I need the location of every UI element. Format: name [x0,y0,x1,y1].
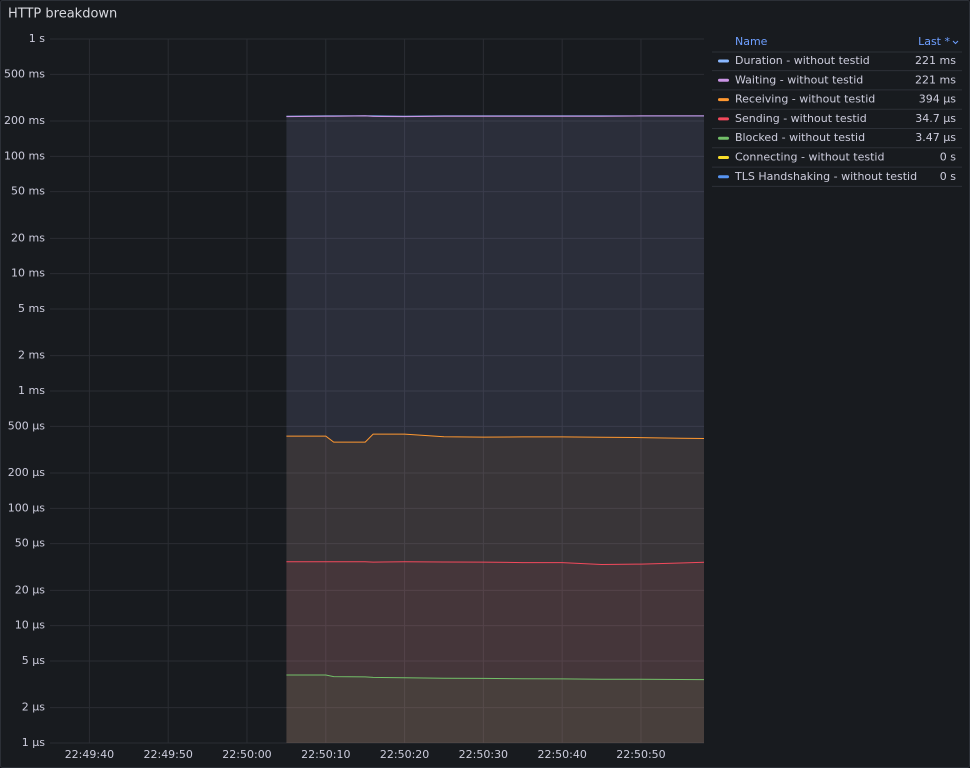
legend-name[interactable]: TLS Handshaking - without testid [734,170,917,183]
x-tick-label: 22:49:50 [143,748,192,761]
y-tick-label: 1 µs [22,736,45,749]
legend-swatch [718,156,729,159]
x-tick-label: 22:49:40 [65,748,114,761]
y-tick-label: 2 ms [18,349,45,362]
series-line [286,115,704,118]
y-tick-label: 100 ms [4,149,45,162]
series-line [286,674,705,681]
series-area [286,675,704,743]
legend-name[interactable]: Waiting - without testid [735,73,863,86]
legend-last: 0 s [940,151,956,164]
legend-swatch [718,78,729,82]
panel-title: HTTP breakdown [8,7,117,22]
y-tick-label: 200 µs [8,466,45,479]
y-tick-label: 50 µs [15,537,45,550]
y-tick-label: 5 µs [22,654,45,667]
x-tick-label: 22:50:10 [301,748,350,761]
y-tick-label: 20 µs [15,583,45,596]
y-tick-label: 1 ms [18,384,45,397]
legend-swatch [718,98,729,102]
y-tick-label: 5 ms [18,302,45,315]
legend-name[interactable]: Connecting - without testid [735,151,884,164]
legend-last: 221 ms [915,73,956,86]
series-line [286,561,705,566]
legend-swatch [718,175,729,179]
legend-name[interactable]: Sending - without testid [735,112,867,125]
y-tick-label: 100 µs [8,501,45,514]
legend-swatch [718,117,729,121]
legend-name[interactable]: Receiving - without testid [735,93,875,106]
y-tick-label: 500 µs [8,419,45,432]
legend-last: 221 ms [915,54,956,67]
y-tick-label: 20 ms [11,231,45,244]
y-tick-label: 10 ms [11,267,45,280]
y-tick-label: 2 µs [22,701,45,714]
legend-last: 0 s [940,170,956,183]
x-tick-label: 22:50:40 [537,748,586,761]
series-line [286,433,705,443]
y-tick-label: 50 ms [11,185,45,198]
x-tick-label: 22:50:30 [459,748,508,761]
series-area [286,561,704,743]
legend-header-last[interactable]: Last * [918,35,950,48]
legend-header-name: Name [735,35,768,48]
series-area [286,434,704,743]
series-area [286,115,704,743]
legend-swatch [718,59,729,63]
y-tick-label: 1 s [29,32,45,45]
x-tick-label: 22:50:50 [616,748,665,761]
y-tick-label: 200 ms [4,114,45,127]
x-tick-label: 22:50:20 [380,748,429,761]
legend-last: 34.7 µs [915,112,956,125]
legend-swatch [718,136,729,140]
y-tick-label: 500 ms [4,67,45,80]
x-tick-label: 22:50:00 [222,748,271,761]
legend-last: 3.47 µs [915,131,956,144]
legend-last: 394 µs [919,93,956,106]
legend-name[interactable]: Blocked - without testid [735,131,865,144]
y-tick-label: 10 µs [15,619,45,632]
sort-icon [952,40,959,45]
series-area [286,115,704,743]
legend-name[interactable]: Duration - without testid [735,54,870,67]
